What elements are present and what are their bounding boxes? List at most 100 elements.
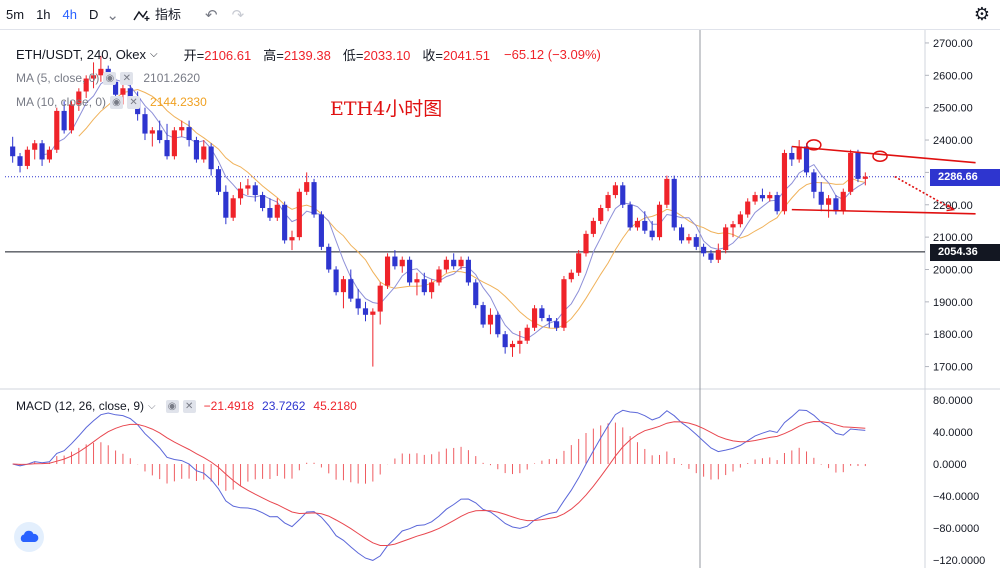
candle <box>458 259 464 267</box>
highlight-circle[interactable] <box>806 139 822 151</box>
candle <box>54 110 60 150</box>
candle <box>113 81 119 95</box>
candle <box>407 259 413 283</box>
macd-tick-label: 80.0000 <box>933 395 973 407</box>
candle <box>473 282 479 306</box>
indicators-button[interactable]: 指标 <box>127 0 187 30</box>
price-tick-label: 1800.00 <box>933 329 973 341</box>
candle <box>193 140 200 160</box>
candle <box>436 269 442 283</box>
candle <box>384 256 391 286</box>
macd-line <box>12 409 866 561</box>
interval-1h[interactable]: 1h <box>36 6 51 22</box>
candle <box>752 195 758 202</box>
eye-icon[interactable]: ◉ <box>110 95 124 109</box>
candle <box>656 204 663 238</box>
ma10-line <box>78 88 866 329</box>
ma5-legend: MA (5, close, 0) ◉ ✕ 2101.2620 <box>16 71 200 85</box>
candle <box>355 298 361 309</box>
ma10-value: 2144.2330 <box>150 95 207 109</box>
price-tick-label: 2100.00 <box>933 232 973 244</box>
candle <box>701 246 707 254</box>
eye-icon[interactable]: ◉ <box>165 399 179 413</box>
candle <box>340 279 347 293</box>
candle <box>142 114 148 134</box>
candle <box>24 149 30 166</box>
projection-line[interactable] <box>894 175 954 211</box>
candle <box>730 224 736 228</box>
interval-4h[interactable]: 4h <box>62 6 77 22</box>
candle <box>767 195 773 199</box>
ohlc-value: 2033.10 <box>363 48 411 63</box>
candle <box>83 78 89 92</box>
candle <box>840 191 846 212</box>
candle <box>612 185 618 196</box>
candle <box>32 143 38 150</box>
close-icon[interactable]: ✕ <box>120 71 134 85</box>
macd-value: −21.4918 <box>203 399 255 413</box>
cloud-icon <box>20 530 39 542</box>
candle <box>98 68 104 76</box>
gear-icon[interactable]: ⚙ <box>973 4 990 24</box>
candle <box>686 237 692 241</box>
candle <box>186 127 192 141</box>
candle <box>627 204 633 228</box>
price-marker-tag: 2286.66 <box>930 168 1000 186</box>
interval-selector: 5m 1h 4h D <box>0 0 104 30</box>
ohlc-value: 2139.38 <box>283 48 331 63</box>
signal-line <box>12 420 866 546</box>
ohlc-item: 高=2139.38 <box>263 45 331 64</box>
candle <box>539 308 545 319</box>
ohlc-item: 开=2106.61 <box>184 45 252 64</box>
candle <box>10 146 16 157</box>
highlight-circle[interactable] <box>872 150 888 162</box>
candle <box>826 198 832 205</box>
undo-icon[interactable]: ↶ <box>204 6 218 24</box>
close-icon[interactable]: ✕ <box>182 399 196 413</box>
chart-canvas[interactable]: 2700.002600.002500.002400.002300.002200.… <box>0 30 1000 568</box>
candle <box>848 152 854 192</box>
candle <box>326 246 332 270</box>
macd-tick-label: −40.0000 <box>933 491 979 503</box>
candle <box>598 208 604 221</box>
candle <box>39 143 45 160</box>
ma10-label: MA (10, close, 0) <box>16 95 107 109</box>
chart-toolbar: 5m 1h 4h D ⌄ 指标 ↶ ↷ ⚙ <box>0 0 1000 30</box>
symbol-name[interactable]: ETH/USDT, 240, Okex <box>16 47 147 62</box>
signal-value: 23.7262 <box>262 399 306 413</box>
close-icon[interactable]: ✕ <box>127 95 141 109</box>
candle <box>723 227 729 251</box>
macd-tick-label: −120.0000 <box>933 555 985 567</box>
candle <box>76 91 82 105</box>
arrow-icon <box>946 204 956 212</box>
candle <box>568 272 574 280</box>
price-tick-label: 2600.00 <box>933 70 973 82</box>
eye-icon[interactable]: ◉ <box>103 71 117 85</box>
interval-5m[interactable]: 5m <box>6 6 25 22</box>
resistance-line[interactable] <box>791 145 976 164</box>
ohlc-value: 2041.51 <box>443 48 491 63</box>
candle <box>759 195 765 199</box>
interval-d[interactable]: D <box>89 6 99 22</box>
tradingview-logo[interactable] <box>14 522 44 552</box>
candle <box>392 256 398 267</box>
chevron-down-icon[interactable]: ⌵ <box>148 400 156 412</box>
candle <box>774 195 780 212</box>
candle <box>745 201 751 215</box>
price-tick-label: 1900.00 <box>933 297 973 309</box>
price-tick-label: 2700.00 <box>933 38 973 50</box>
candle <box>678 227 685 241</box>
chevron-down-icon[interactable]: ⌄ <box>106 6 119 24</box>
ma10-legend: MA (10, close, 0) ◉ ✕ 2144.2330 <box>16 95 207 109</box>
candle <box>803 146 810 173</box>
support-line[interactable] <box>791 208 976 215</box>
candle <box>487 314 494 325</box>
macd-tick-label: −80.0000 <box>933 523 979 535</box>
candle <box>157 130 163 141</box>
candle <box>796 146 802 160</box>
price-marker-tag: 2054.36 <box>930 243 1000 261</box>
chevron-down-icon[interactable]: ⌵ <box>150 49 158 60</box>
candle <box>649 230 655 238</box>
candle <box>546 318 552 322</box>
candle <box>789 152 795 160</box>
